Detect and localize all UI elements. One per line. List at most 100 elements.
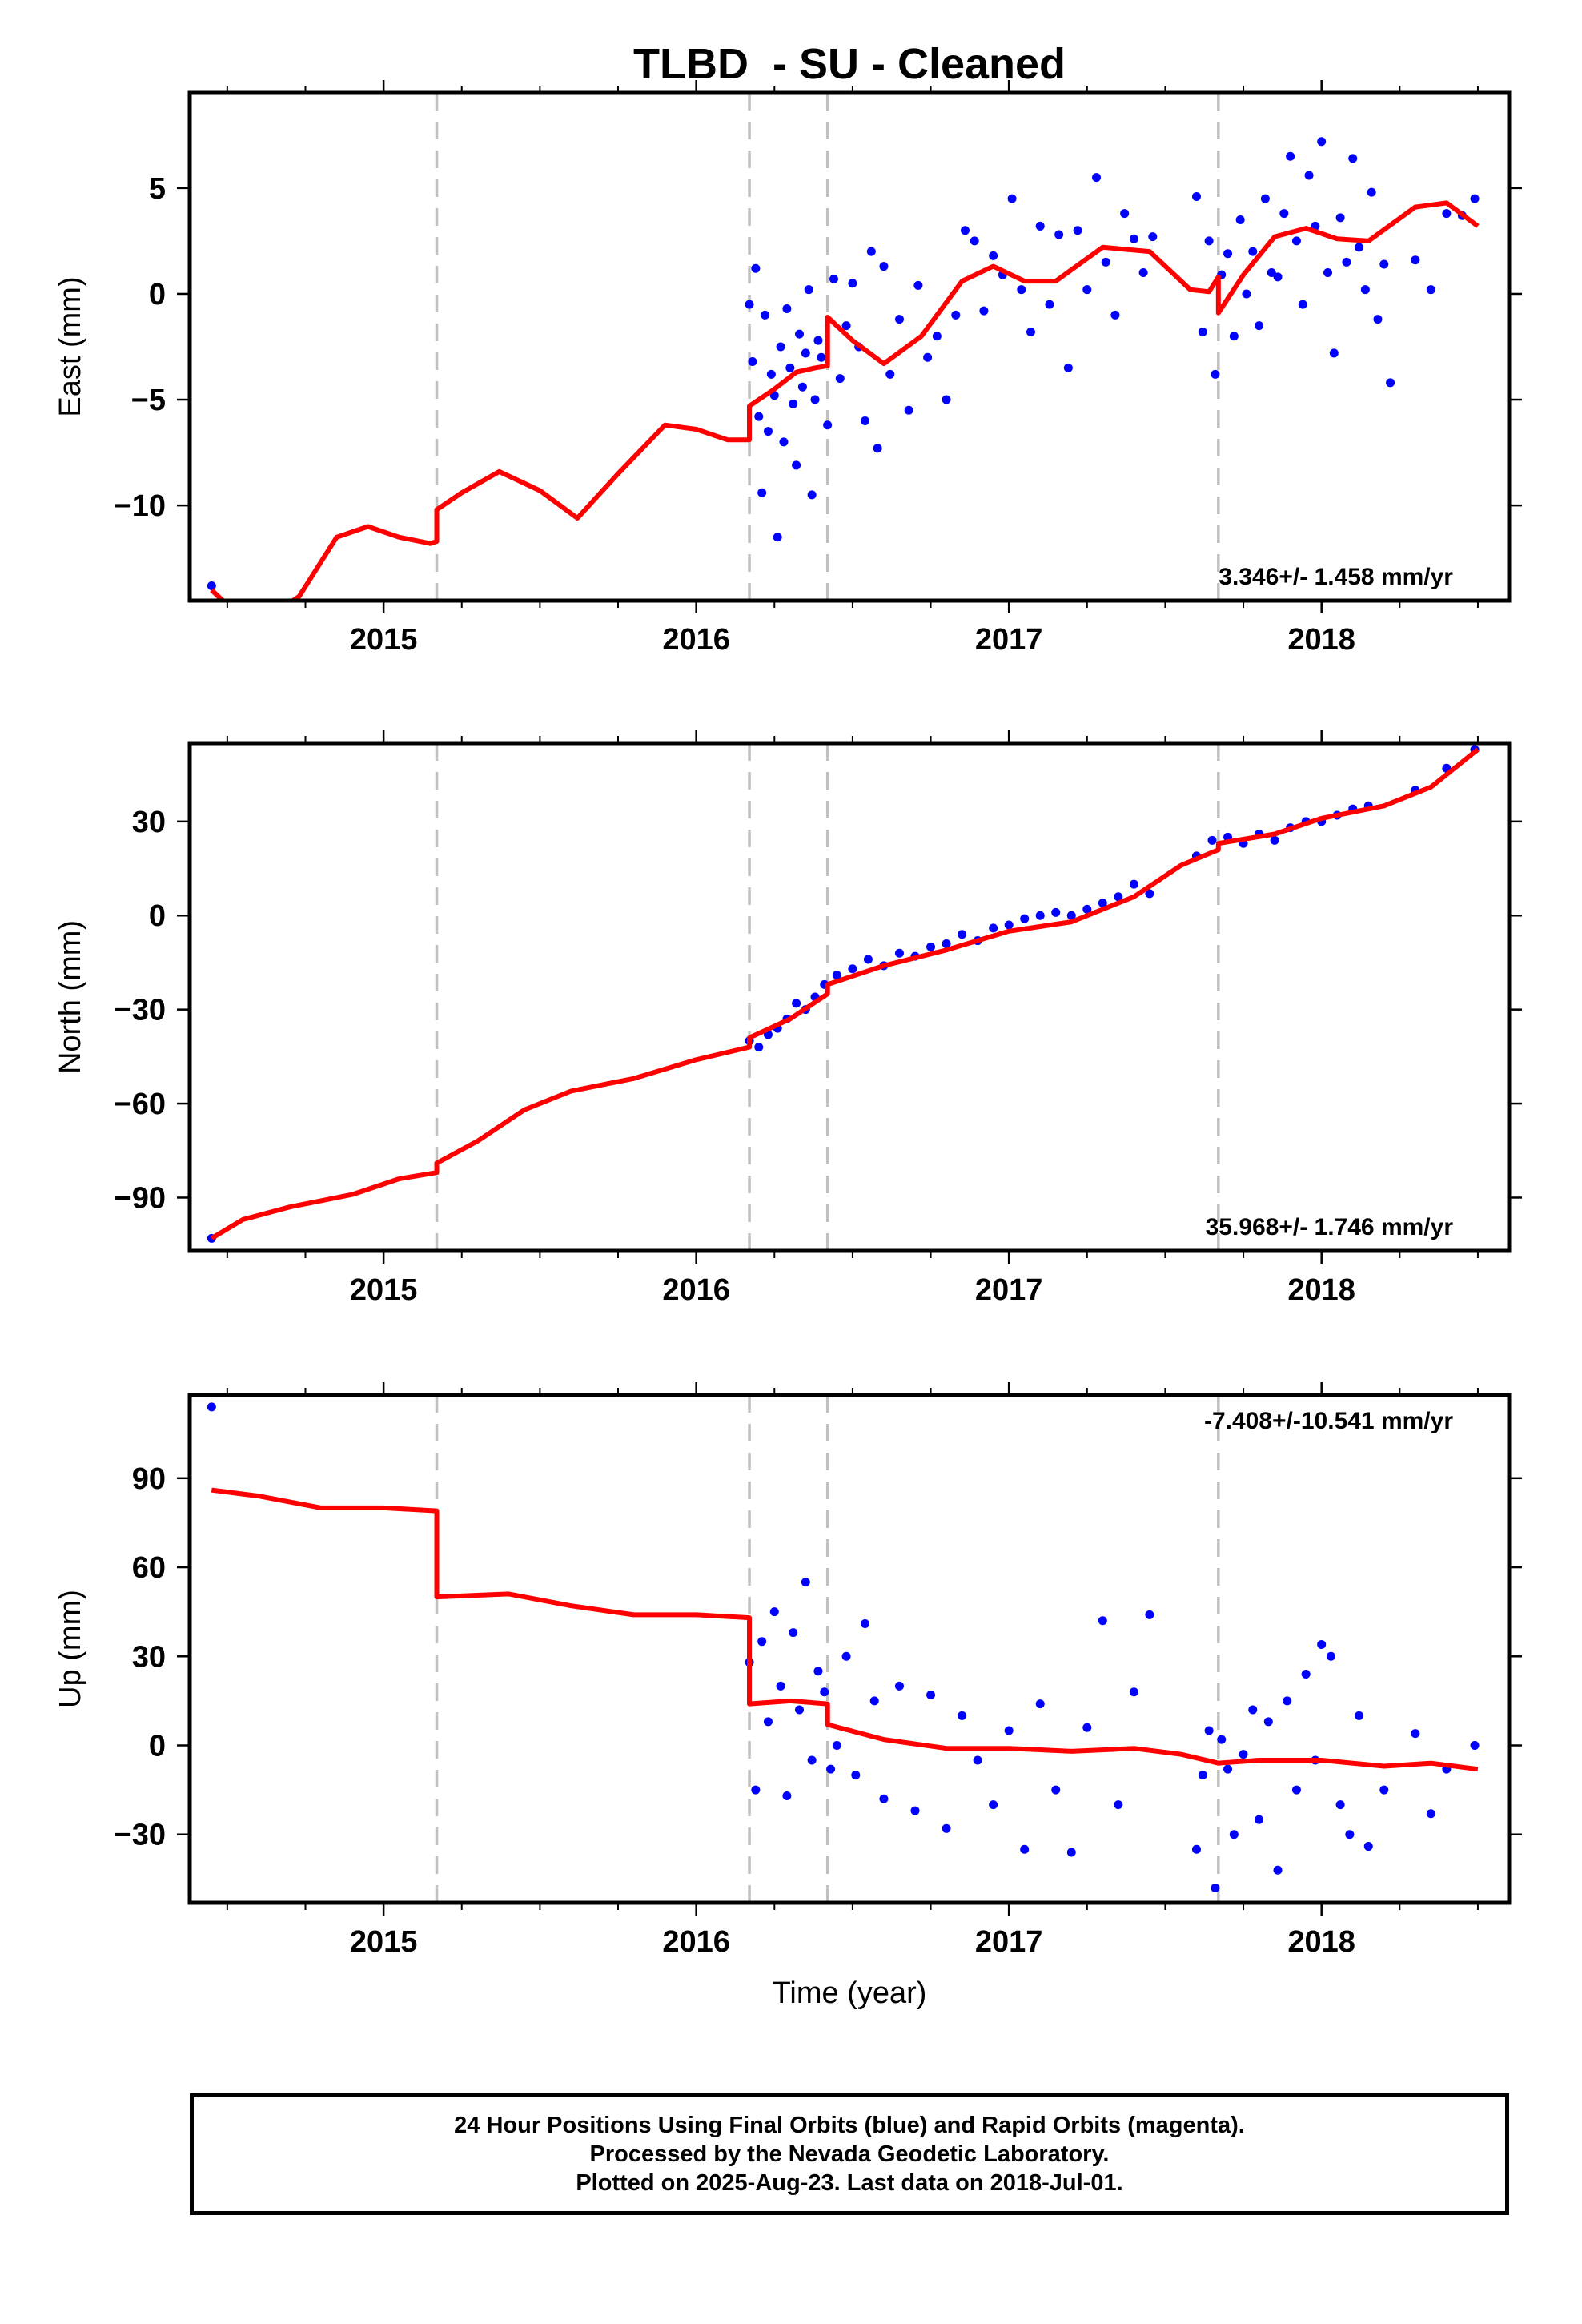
data-point (1145, 889, 1154, 899)
data-point (795, 1705, 805, 1715)
data-point (848, 964, 857, 974)
data-point (866, 247, 876, 256)
rate-label: 35.968+/- 1.746 mm/yr (1206, 1214, 1454, 1240)
data-point (1442, 209, 1452, 219)
data-point (1239, 1750, 1248, 1759)
data-point (873, 444, 882, 453)
data-point (1198, 328, 1207, 337)
x-tick-label: 2017 (975, 1925, 1043, 1959)
data-point (1063, 363, 1073, 372)
data-point (1229, 1830, 1239, 1839)
data-point (1026, 328, 1036, 337)
data-point (813, 1667, 823, 1676)
data-point (958, 1711, 967, 1720)
data-point (885, 369, 895, 379)
data-point (813, 336, 823, 345)
data-point (1379, 259, 1389, 269)
data-point (1279, 209, 1289, 219)
data-point (894, 315, 904, 324)
data-point (754, 1043, 764, 1052)
data-point (1101, 257, 1110, 267)
data-point (841, 321, 851, 331)
data-point (1342, 257, 1351, 267)
data-point (776, 1681, 785, 1691)
data-point (1223, 249, 1233, 259)
data-point (1073, 226, 1082, 235)
data-point (863, 955, 873, 964)
y-axis-label: North (mm) (54, 920, 87, 1074)
data-point (1198, 1771, 1207, 1780)
data-point (869, 1696, 879, 1706)
data-point (960, 226, 970, 235)
data-point (942, 1823, 951, 1833)
data-point (832, 1740, 841, 1750)
y-tick-label: −30 (114, 1819, 166, 1852)
data-point (757, 1637, 767, 1647)
data-point (879, 262, 889, 271)
data-point (1191, 191, 1201, 201)
data-point (951, 310, 961, 320)
x-axis-label: Time (year) (773, 1976, 927, 2010)
footer-line-3: Plotted on 2025-Aug-23. Last data on 201… (576, 2170, 1123, 2196)
data-point (1114, 1800, 1123, 1810)
data-point (1301, 1670, 1311, 1679)
data-point (1129, 879, 1138, 889)
data-point (861, 416, 870, 425)
data-point (779, 437, 789, 447)
data-point (1470, 194, 1480, 203)
data-point (776, 342, 785, 352)
data-point (1283, 1696, 1292, 1706)
footer-line-1: 24 Hour Positions Using Final Orbits (bl… (454, 2113, 1245, 2138)
data-point (1426, 1809, 1435, 1819)
y-tick-label: −5 (131, 384, 166, 417)
data-point (1223, 1764, 1233, 1774)
data-point (1470, 1740, 1480, 1750)
data-point (807, 1755, 817, 1765)
chart-title: TLBD - SU - Cleaned (633, 40, 1066, 88)
data-point (795, 329, 805, 339)
panels: 2015 2016 2017 2018 −10 −5 0 5 3.346+/- 1.458 mm… (54, 80, 1522, 2010)
data-point (754, 412, 764, 421)
data-point (841, 1651, 851, 1661)
y-tick-label: 5 (149, 172, 166, 206)
data-point (1120, 209, 1130, 219)
data-point (804, 285, 813, 295)
data-point (792, 460, 801, 470)
data-point (932, 332, 942, 341)
data-point (1211, 1883, 1220, 1892)
data-point (207, 581, 216, 591)
data-point (1004, 920, 1014, 930)
data-point (979, 306, 989, 316)
data-point (792, 999, 801, 1008)
data-point (1066, 911, 1076, 920)
panel-frame (187, 1393, 1512, 1905)
x-tick-label: 2016 (662, 1925, 730, 1959)
data-point (1270, 835, 1279, 845)
y-tick-label: 60 (132, 1551, 166, 1585)
data-point (1007, 194, 1017, 203)
data-point (785, 363, 795, 372)
panel-2: 2015 2016 2017 2018 −90 −60 −30 0 30 35.968+/- 1.… (54, 730, 1522, 1307)
data-point (958, 930, 967, 939)
data-point (1317, 1639, 1327, 1649)
data-point (1045, 300, 1054, 309)
data-point (1363, 1842, 1373, 1852)
data-point (1411, 255, 1420, 265)
footer-box: 24 Hour Positions Using Final Orbits (bl… (190, 2093, 1509, 2215)
data-point (989, 251, 998, 260)
data-point (1082, 1723, 1092, 1732)
x-tick-label: 2017 (975, 1273, 1043, 1307)
data-point (1355, 1711, 1364, 1720)
x-tick-label: 2018 (1287, 623, 1355, 657)
data-point (851, 1771, 861, 1780)
data-point (1229, 332, 1239, 341)
data-point (1054, 230, 1064, 239)
x-tick-label: 2018 (1287, 1273, 1355, 1307)
y-tick-label: 0 (149, 278, 166, 312)
data-point (1035, 1699, 1045, 1709)
panel-frame (187, 741, 1512, 1253)
rate-label: 3.346+/- 1.458 mm/yr (1219, 564, 1453, 590)
y-tick-label: 90 (132, 1462, 166, 1496)
data-point (910, 1806, 920, 1815)
